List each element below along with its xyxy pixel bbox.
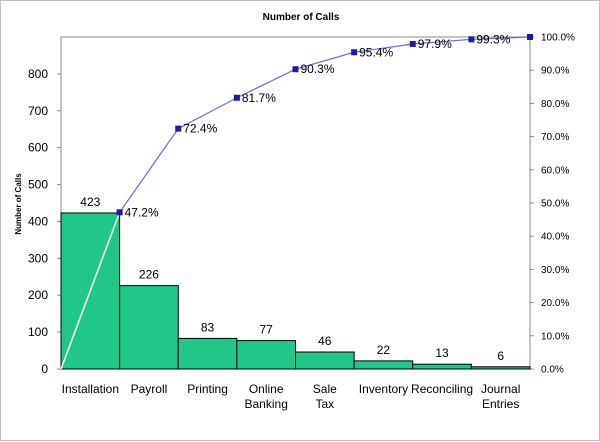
category-label-line: Entries xyxy=(482,397,519,411)
y-tick-label: 600 xyxy=(28,141,48,155)
category-label: Inventory xyxy=(359,382,408,396)
category-label: Reconciling xyxy=(411,382,473,396)
y2-tick-label: 20.0% xyxy=(541,298,569,309)
cumulative-marker xyxy=(409,40,416,47)
y2-tick-label: 0.0% xyxy=(541,365,564,376)
bar-value-label: 22 xyxy=(377,343,391,357)
cumulative-marker xyxy=(527,34,533,40)
y2-tick-label: 80.0% xyxy=(541,99,569,110)
left-axis: 0 100 200 300 400 500 600 700 800 xyxy=(28,67,61,376)
cumulative-percent-label: 81.7% xyxy=(242,91,276,105)
cumulative-marker xyxy=(351,49,358,56)
cumulative-data-labels: 47.2% 72.4% 81.7% 90.3% 95.4% 97.9% 99.3% xyxy=(125,32,511,219)
category-label-line: Journal xyxy=(481,382,520,396)
cumulative-marker xyxy=(116,209,123,216)
bar-value-label: 226 xyxy=(139,268,159,282)
cumulative-line xyxy=(119,36,531,213)
bar xyxy=(353,360,414,370)
y2-tick-label: 10.0% xyxy=(541,331,569,342)
y-tick-label: 800 xyxy=(28,67,48,81)
cumulative-marker xyxy=(233,94,240,101)
y2-tick-label: 50.0% xyxy=(541,199,569,210)
chart-title: Number of Calls xyxy=(263,12,340,23)
right-axis: 0.0% 10.0% 20.0% 30.0% 40.0% 50.0% 60.0% 70.0% 8… xyxy=(530,33,575,376)
y2-tick-label: 60.0% xyxy=(541,165,569,176)
y-tick-label: 400 xyxy=(28,214,48,228)
cumulative-marker xyxy=(292,66,299,73)
cumulative-percent-label: 99.3% xyxy=(476,32,510,46)
category-label: Sale Tax xyxy=(313,382,337,411)
bar-value-label: 83 xyxy=(201,320,215,334)
category-label: Installation xyxy=(62,382,119,396)
bar xyxy=(236,340,296,370)
category-label-line: Online xyxy=(249,382,284,396)
category-label: Journal Entries xyxy=(481,382,520,411)
y-tick-label: 500 xyxy=(28,178,48,192)
bar-value-label: 6 xyxy=(497,349,504,363)
category-axis-labels: Installation Payroll Printing Online Banking… xyxy=(62,382,521,411)
y2-tick-label: 70.0% xyxy=(541,132,569,143)
y-tick-label: 0 xyxy=(41,362,48,376)
y2-tick-label: 100.0% xyxy=(541,33,575,44)
y-tick-label: 700 xyxy=(28,104,48,118)
bar-value-label: 423 xyxy=(80,195,100,209)
category-label-line: Tax xyxy=(315,397,334,411)
cumulative-marker xyxy=(175,125,182,132)
y-tick-label: 100 xyxy=(28,325,48,339)
category-label: Payroll xyxy=(131,382,168,396)
bar xyxy=(412,363,472,370)
bar xyxy=(177,337,238,370)
y2-tick-label: 90.0% xyxy=(541,66,569,77)
cumulative-line-series xyxy=(116,34,533,216)
diagonal-segment xyxy=(60,212,121,370)
bar-value-label: 46 xyxy=(318,334,332,348)
category-label: Printing xyxy=(187,382,228,396)
bar-data-labels: 423 226 83 77 46 22 13 6 xyxy=(80,195,504,363)
category-label-line: Banking xyxy=(245,397,288,411)
cumulative-percent-label: 95.4% xyxy=(359,45,393,59)
y2-tick-label: 30.0% xyxy=(541,265,569,276)
cumulative-percent-label: 72.4% xyxy=(183,122,217,136)
bar xyxy=(295,351,355,370)
cumulative-percent-label: 97.9% xyxy=(418,37,452,51)
y-axis-label: Number of Calls xyxy=(14,173,23,235)
category-label: Online Banking xyxy=(245,382,288,411)
cumulative-percent-label: 90.3% xyxy=(301,62,335,76)
y2-tick-label: 40.0% xyxy=(541,232,569,243)
bar xyxy=(470,366,531,370)
diagonal-line xyxy=(60,212,121,370)
bar-value-label: 13 xyxy=(435,346,449,360)
bar-value-label: 77 xyxy=(260,323,274,337)
category-label-line: Sale xyxy=(313,382,337,396)
bar xyxy=(119,285,179,370)
cumulative-marker xyxy=(468,36,475,43)
y-tick-label: 200 xyxy=(28,288,48,302)
cumulative-percent-label: 47.2% xyxy=(125,205,159,219)
y-tick-label: 300 xyxy=(28,251,48,265)
